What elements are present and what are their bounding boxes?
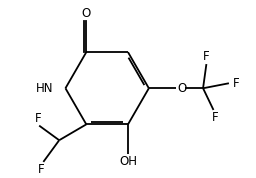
Text: F: F	[35, 112, 42, 125]
Text: HN: HN	[36, 82, 54, 95]
Text: O: O	[178, 82, 187, 95]
Text: F: F	[212, 111, 219, 124]
Text: O: O	[82, 7, 91, 20]
Text: OH: OH	[119, 155, 137, 168]
Text: F: F	[203, 51, 210, 64]
Text: F: F	[38, 163, 45, 176]
Text: F: F	[233, 77, 239, 90]
